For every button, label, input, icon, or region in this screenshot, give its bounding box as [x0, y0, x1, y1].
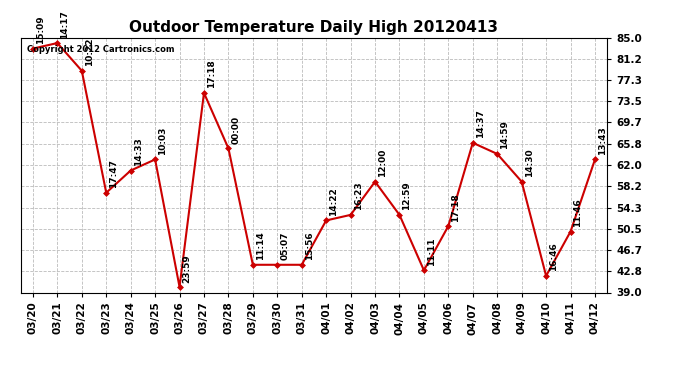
Text: 14:37: 14:37: [475, 110, 485, 138]
Text: 13:43: 13:43: [598, 126, 607, 155]
Title: Outdoor Temperature Daily High 20120413: Outdoor Temperature Daily High 20120413: [130, 20, 498, 35]
Text: 17:18: 17:18: [451, 193, 460, 222]
Text: 12:00: 12:00: [378, 149, 387, 177]
Text: 00:00: 00:00: [231, 116, 240, 144]
Text: 15:09: 15:09: [36, 15, 45, 44]
Text: 16:23: 16:23: [353, 182, 362, 210]
Text: 15:56: 15:56: [305, 232, 314, 260]
Text: 10:03: 10:03: [158, 127, 167, 155]
Text: 05:07: 05:07: [280, 232, 289, 260]
Text: 14:33: 14:33: [134, 137, 143, 166]
Text: Copyright 2012 Cartronics.com: Copyright 2012 Cartronics.com: [26, 45, 174, 54]
Text: 10:22: 10:22: [85, 38, 94, 66]
Text: 14:17: 14:17: [60, 10, 69, 39]
Text: 23:59: 23:59: [182, 254, 192, 282]
Text: 11:46: 11:46: [573, 198, 582, 227]
Text: 17:47: 17:47: [109, 159, 118, 188]
Text: 16:46: 16:46: [549, 243, 558, 272]
Text: 14:30: 14:30: [524, 148, 533, 177]
Text: 14:59: 14:59: [500, 121, 509, 150]
Text: 11:14: 11:14: [256, 232, 265, 260]
Text: 11:11: 11:11: [427, 237, 436, 266]
Text: 17:18: 17:18: [207, 60, 216, 88]
Text: 12:59: 12:59: [402, 182, 411, 210]
Text: 14:22: 14:22: [329, 187, 338, 216]
